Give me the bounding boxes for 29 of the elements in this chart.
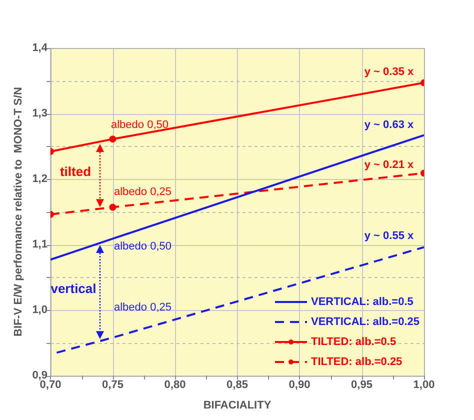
annotation: y ~ 0.21 x — [364, 159, 414, 172]
annotation: albedo 0,25 — [114, 302, 172, 314]
annotation: tilted — [60, 164, 92, 180]
legend-label: TILTED: alb.=0.25 — [311, 354, 402, 370]
annotation: vertical — [50, 281, 96, 296]
y-tick-label: 1,0 — [32, 304, 48, 316]
y-tick-label: 1,2 — [32, 173, 48, 186]
x-tick-label: 0,95 — [351, 379, 372, 392]
x-tick-label: 0,75 — [102, 379, 124, 392]
annotation: y ~ 0.63 x — [364, 119, 414, 132]
x-tick-label: 0,80 — [164, 379, 186, 392]
annotation: albedo 0,50 — [114, 240, 172, 253]
y-axis-title: BIF-V E/W performance relative to MONO-T S/N — [12, 87, 25, 336]
y-tick-label: 1,3 — [32, 108, 48, 120]
legend-label: VERTICAL: alb.=0.25 — [311, 314, 420, 330]
x-tick-label: 0,90 — [288, 379, 310, 392]
y-tick-label: 1,4 — [32, 42, 48, 54]
y-tick-label: 0,9 — [32, 370, 48, 382]
x-tick-label: 1,00 — [413, 379, 435, 392]
x-tick-label: 0,70 — [40, 379, 62, 392]
legend-label: VERTICAL: alb.=0.5 — [311, 294, 414, 310]
x-tick-label: 0,85 — [226, 379, 248, 392]
annotation: albedo 0,25 — [114, 186, 172, 198]
y-tick-label: 1,1 — [32, 238, 48, 251]
annotation: y ~ 0.35 x — [364, 66, 414, 78]
annotation: albedo 0,50 — [110, 119, 168, 132]
annotation: y ~ 0.55 x — [364, 230, 414, 242]
x-axis-title: BIFACIALITY — [203, 399, 272, 412]
legend-label: TILTED: alb.=0.5 — [311, 334, 396, 350]
